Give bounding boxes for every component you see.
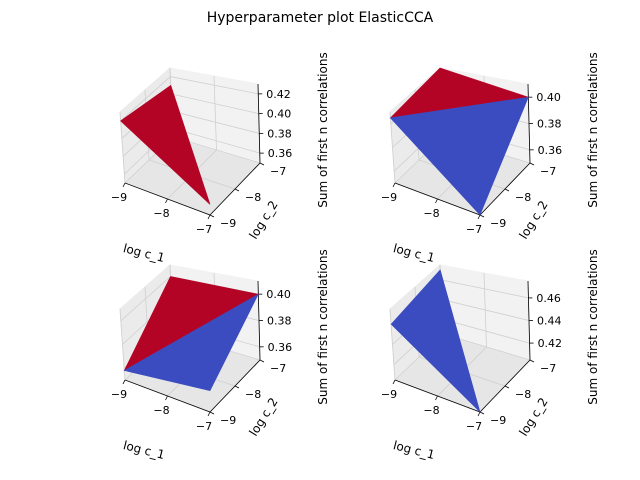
subplot-3: −9 −8 −7 −9 −8 −7 0.36 0.38 0.40 log c_1 log c_2 Su… — [111, 249, 330, 462]
y-tick-label: −9 — [490, 414, 506, 427]
x-tick-label: −8 — [423, 404, 439, 417]
z-tick-label: 0.40 — [267, 108, 292, 121]
subplot-2: −9 −8 −7 −9 −8 −7 0.36 0.38 0.40 log c_1 log c_2 Su… — [381, 52, 600, 265]
y-tick-mark — [529, 359, 535, 363]
x-tick-mark — [207, 411, 211, 417]
y-tick-label: −8 — [245, 388, 261, 401]
z-tick-label: 0.38 — [537, 118, 562, 131]
x-tick-mark — [122, 379, 126, 385]
y-tick-mark — [259, 162, 265, 166]
subplot-4: −9 −8 −7 −9 −8 −7 0.42 0.44 0.46 log c_1 log c_2 Su… — [381, 249, 600, 462]
y-axis-label: log c_2 — [516, 198, 550, 241]
z-tick-label: 0.40 — [536, 91, 561, 104]
y-tick-label: −7 — [270, 165, 286, 178]
z-tick-label: 0.36 — [268, 341, 293, 354]
z-axis-label: Sum of first n correlations — [586, 249, 600, 404]
y-tick-label: −8 — [515, 388, 531, 401]
y-tick-mark — [529, 162, 535, 166]
x-axis-label: log c_1 — [122, 438, 166, 462]
x-tick-label: −7 — [196, 420, 212, 433]
y-tick-mark — [234, 188, 240, 192]
z-tick-label: 0.36 — [268, 147, 293, 160]
x-tick-mark — [477, 411, 481, 417]
z-gridline — [120, 76, 259, 122]
z-tick-label: 0.40 — [266, 288, 291, 301]
y-tick-label: −7 — [270, 362, 286, 375]
x-tick-mark — [477, 214, 481, 220]
surface-facet-red — [120, 84, 211, 205]
x-tick-label: −8 — [153, 404, 169, 417]
x-tick-mark — [122, 182, 126, 188]
z-tick-label: 0.42 — [266, 88, 291, 101]
x-tick-label: −9 — [381, 388, 397, 401]
y-tick-mark — [504, 385, 510, 389]
x-tick-mark — [207, 214, 211, 220]
y-tick-label: −9 — [220, 217, 236, 230]
x-tick-mark — [435, 198, 438, 204]
y-tick-mark — [209, 214, 215, 218]
y-tick-mark — [234, 385, 240, 389]
x-tick-mark — [165, 198, 168, 204]
z-tick-label: 0.42 — [538, 337, 563, 350]
x-tick-label: −9 — [111, 191, 127, 204]
z-axis-label: Sum of first n correlations — [586, 52, 600, 207]
y-tick-label: −8 — [245, 191, 261, 204]
x-tick-mark — [392, 379, 396, 385]
x-tick-mark — [435, 395, 438, 401]
y-tick-label: −8 — [515, 191, 531, 204]
y-tick-mark — [479, 411, 485, 415]
y-axis-label: log c_2 — [516, 395, 550, 438]
y-tick-mark — [479, 214, 485, 218]
figure-title: Hyperparameter plot ElasticCCA — [207, 10, 434, 26]
surface-facet-blue — [389, 96, 529, 216]
x-tick-label: −9 — [381, 191, 397, 204]
x-tick-label: −8 — [153, 207, 169, 220]
y-axis-label: log c_2 — [246, 198, 280, 241]
x-axis-label: log c_1 — [122, 241, 166, 265]
x-tick-mark — [165, 395, 168, 401]
z-tick-label: 0.44 — [537, 315, 562, 328]
y-tick-mark — [209, 411, 215, 415]
surface-facet-blue — [123, 293, 260, 392]
y-tick-mark — [259, 359, 265, 363]
y-tick-label: −9 — [490, 217, 506, 230]
z-tick-label: 0.46 — [536, 292, 561, 305]
z-tick-label: 0.38 — [267, 315, 292, 328]
x-tick-label: −7 — [466, 420, 482, 433]
x-tick-label: −7 — [196, 223, 212, 236]
x-axis-label: log c_1 — [392, 241, 436, 265]
y-tick-label: −7 — [540, 165, 556, 178]
x-tick-label: −8 — [423, 207, 439, 220]
x-tick-label: −7 — [466, 223, 482, 236]
y-tick-label: −7 — [540, 362, 556, 375]
surface-facet-blue — [390, 269, 481, 414]
x-axis-label: log c_1 — [392, 438, 436, 462]
y-tick-mark — [504, 188, 510, 192]
z-tick-label: 0.36 — [538, 144, 563, 157]
z-axis-label: Sum of first n correlations — [316, 52, 330, 207]
x-tick-mark — [392, 182, 396, 188]
y-tick-label: −9 — [220, 414, 236, 427]
x-tick-label: −9 — [111, 388, 127, 401]
z-axis-line — [257, 83, 261, 164]
z-axis-label: Sum of first n correlations — [316, 249, 330, 404]
subplot-1: −9 −8 −7 −9 −8 −7 0.36 0.38 0.40 0.42 log c_1 log c… — [111, 52, 330, 265]
z-tick-label: 0.38 — [267, 127, 292, 140]
y-axis-label: log c_2 — [246, 395, 280, 438]
